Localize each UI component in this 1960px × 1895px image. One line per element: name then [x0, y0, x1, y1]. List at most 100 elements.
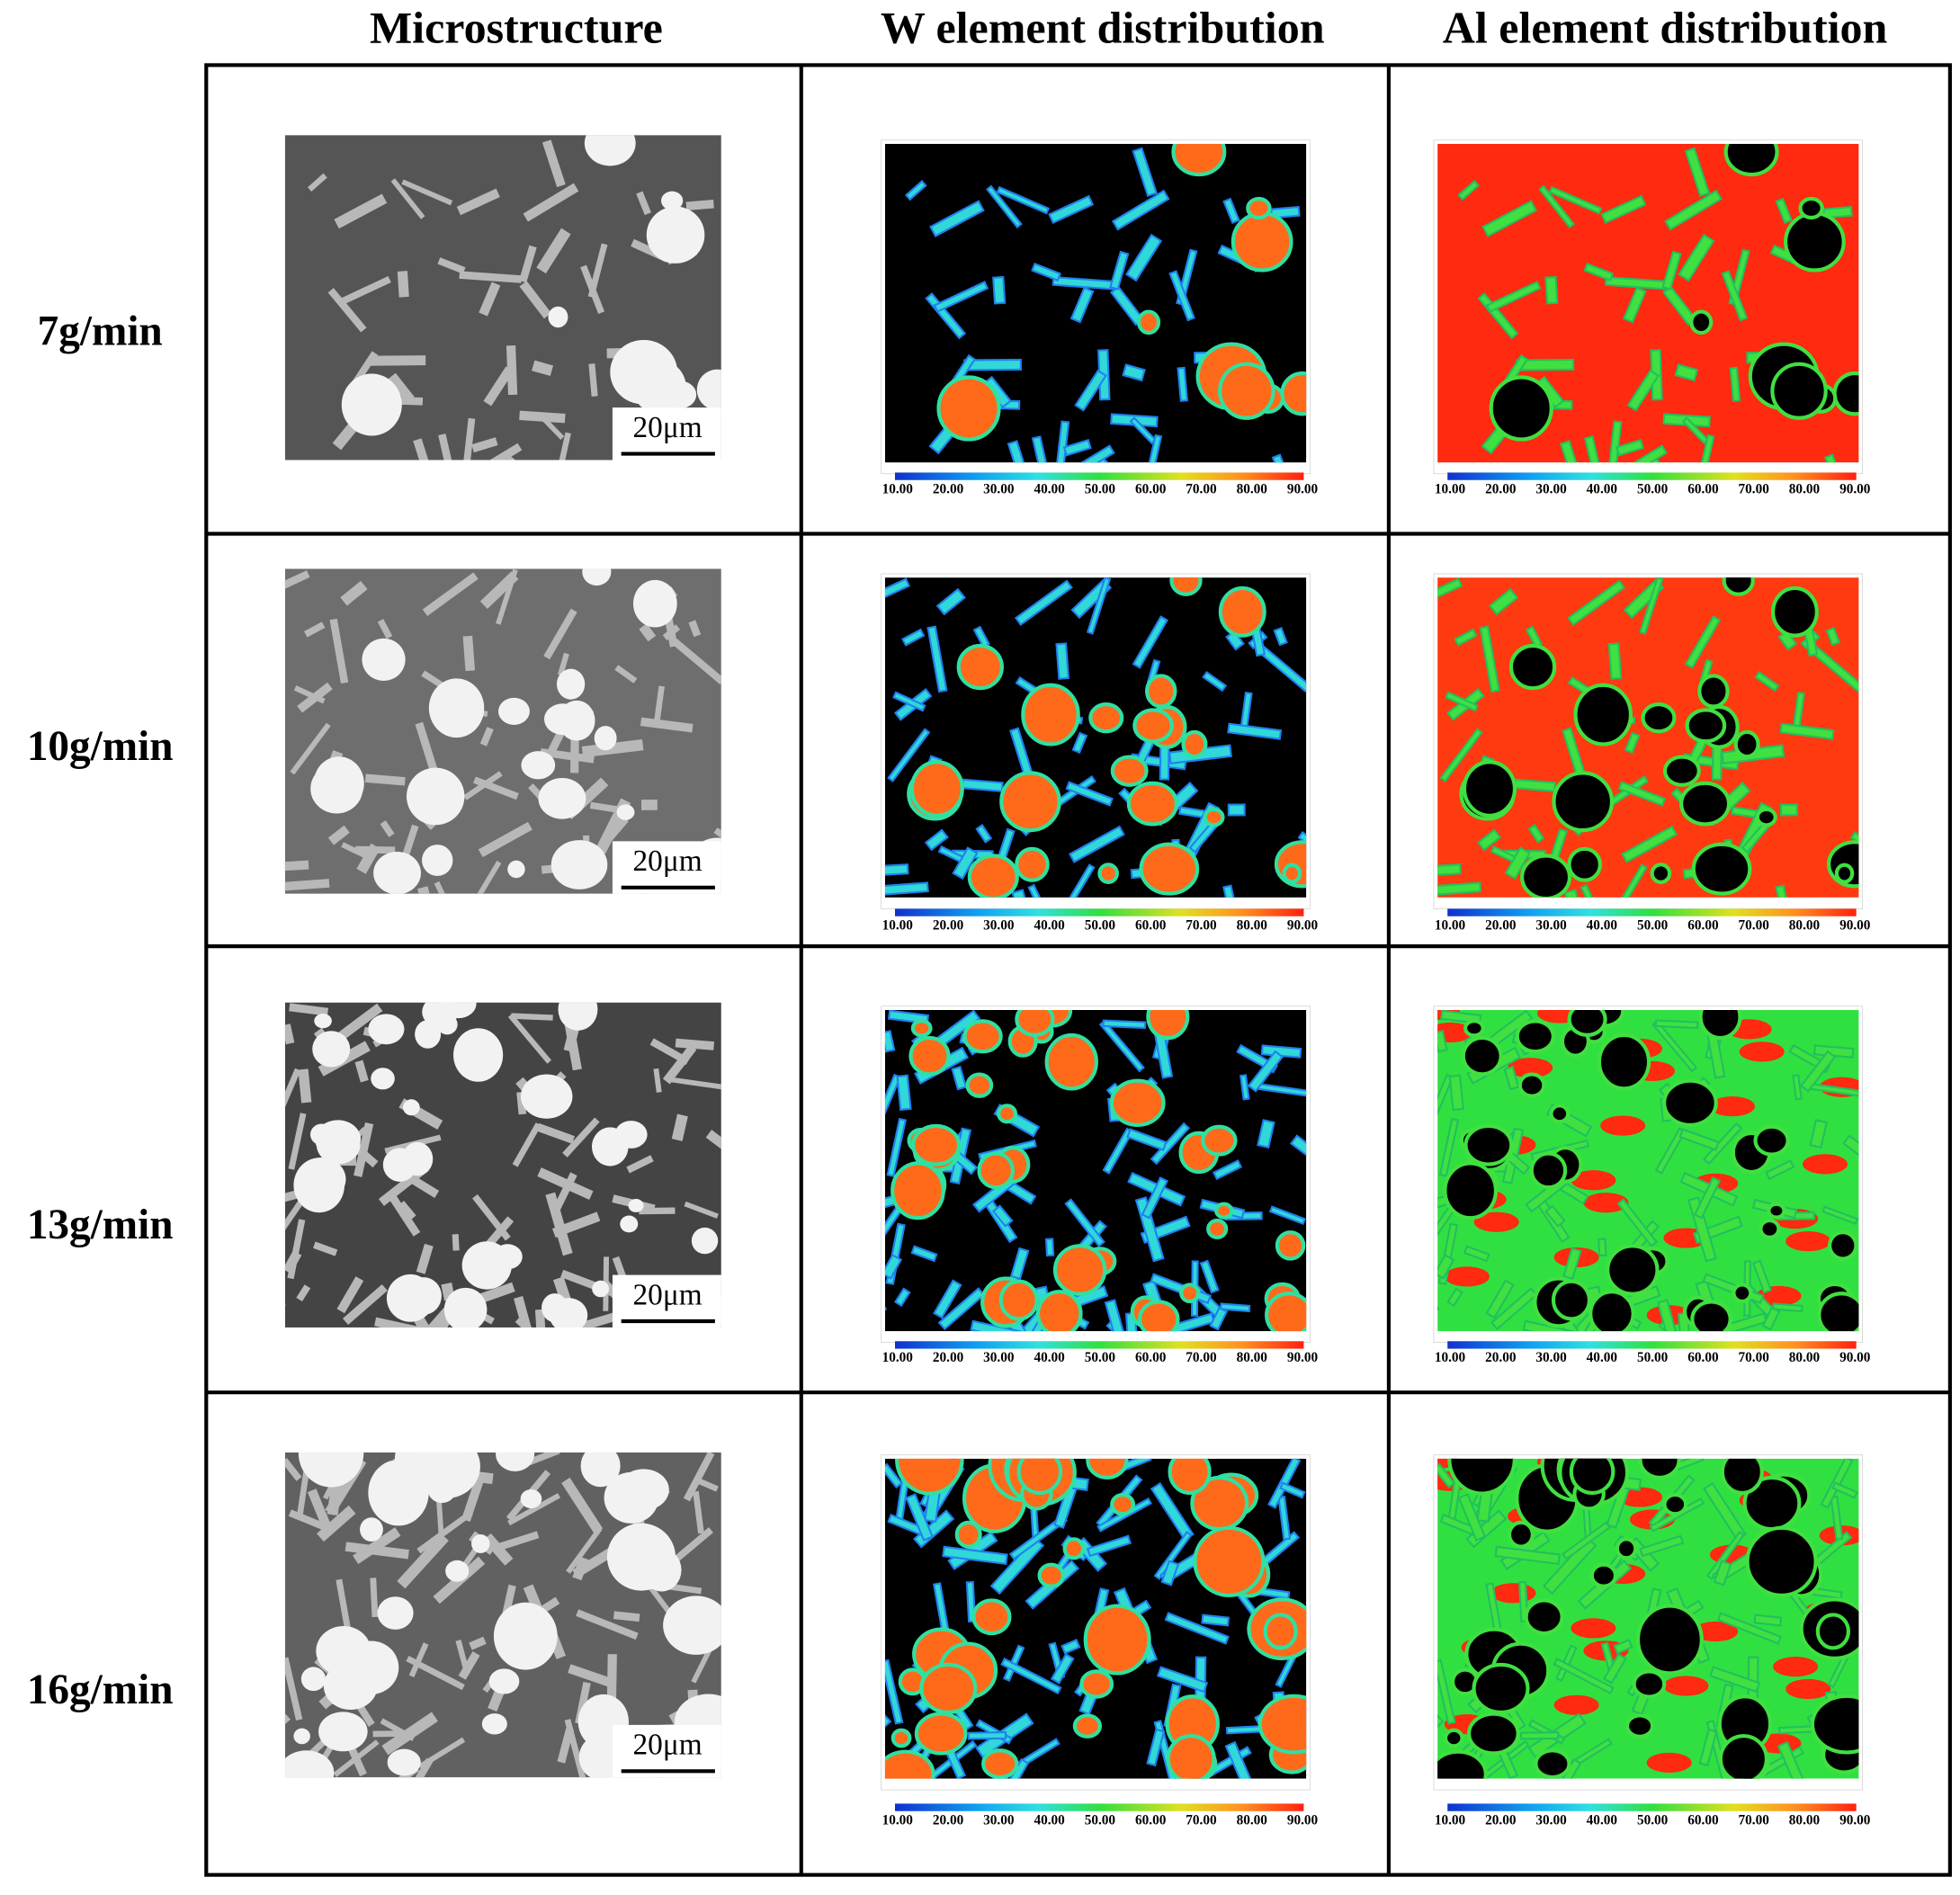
particle	[520, 1488, 542, 1509]
particle	[543, 703, 582, 736]
needle-phase	[580, 264, 605, 315]
particle	[1589, 1290, 1635, 1332]
needle-phase	[511, 1013, 553, 1021]
needle-phase	[336, 1276, 364, 1314]
particle	[998, 1279, 1039, 1321]
needle-phase	[1225, 630, 1245, 651]
particle	[911, 1123, 962, 1166]
needle-phase	[1617, 444, 1668, 463]
needle-phase	[884, 1254, 903, 1280]
colorbar-tick-label: 50.00	[1637, 481, 1669, 496]
needle-phase	[498, 451, 534, 460]
particle	[909, 760, 964, 818]
needle-phase	[452, 1234, 460, 1251]
needle-phase	[329, 618, 349, 684]
needle-phase	[1615, 439, 1644, 457]
needle-phase	[929, 200, 985, 237]
particle	[1755, 807, 1777, 827]
needle-phase	[1751, 1259, 1772, 1294]
needle-phase	[694, 1477, 719, 1492]
needle-phase	[334, 193, 388, 229]
particle	[1589, 1562, 1618, 1588]
particle	[891, 1161, 945, 1220]
needle-phase	[356, 843, 380, 874]
colorbar-tick-label: 50.00	[1085, 917, 1116, 933]
colorbar-tick-label: 50.00	[1637, 1350, 1669, 1365]
needle-phase	[1479, 625, 1500, 693]
particle	[415, 1020, 442, 1049]
needle-phase	[541, 139, 566, 188]
needle-phase	[1457, 180, 1480, 201]
needle-phase	[408, 1642, 429, 1678]
needle-phase	[886, 1117, 907, 1177]
needle-phase	[345, 1542, 409, 1560]
particle	[1815, 1613, 1850, 1650]
needle-phase	[1567, 579, 1626, 626]
particle	[919, 1662, 978, 1715]
particle	[1690, 1300, 1732, 1332]
particle	[1282, 863, 1302, 884]
particle	[377, 1596, 414, 1630]
needle-phase	[1616, 1198, 1659, 1247]
needle-phase	[1437, 1254, 1455, 1280]
needle-phase	[479, 282, 501, 317]
needle-phase	[1068, 863, 1096, 898]
phase-region	[1646, 1752, 1692, 1773]
colorbar-tick-label: 30.00	[1535, 481, 1567, 496]
particle	[1275, 1230, 1306, 1261]
particle	[428, 678, 485, 738]
colorbar-tick-label: 90.00	[1287, 481, 1319, 496]
row-label: 16g/min	[27, 1667, 174, 1713]
needle-phase	[693, 1490, 704, 1534]
particle	[1097, 863, 1119, 884]
needle-phase	[1227, 803, 1246, 817]
needle-phase	[1273, 626, 1288, 647]
particle	[1632, 1669, 1667, 1699]
colorbar-tick-label: 10.00	[1435, 917, 1466, 933]
particle	[1035, 1290, 1083, 1332]
row-label: 13g/min	[27, 1202, 174, 1248]
scale-bar-label: 20μm	[632, 411, 702, 444]
needle-phase	[1849, 830, 1859, 872]
needle-phase	[1696, 434, 1715, 463]
needle-phase	[1064, 1198, 1105, 1247]
needle-phase	[416, 1243, 434, 1274]
particle	[368, 1014, 405, 1045]
particle	[371, 1068, 395, 1090]
particle	[1443, 1161, 1499, 1220]
needle-phase	[1437, 1462, 1456, 1489]
particle	[493, 1602, 558, 1670]
needle-phase	[1222, 884, 1241, 898]
particle	[1203, 807, 1225, 827]
needle-phase	[1164, 1612, 1230, 1645]
phase-region	[1553, 1694, 1599, 1715]
scale-bar-label: 20μm	[632, 1729, 702, 1762]
particle	[318, 1712, 368, 1752]
needle-phase	[389, 1194, 421, 1237]
particle	[1015, 1009, 1055, 1037]
needle-phase	[1825, 626, 1841, 647]
particle	[1461, 1035, 1503, 1077]
particle	[1832, 371, 1859, 416]
needle-phase	[1227, 722, 1283, 740]
particle	[1083, 1604, 1151, 1676]
needle-phase	[536, 1122, 575, 1144]
particle	[284, 1750, 335, 1778]
particle	[1549, 1104, 1571, 1124]
needle-phase	[1777, 1740, 1809, 1779]
micrograph	[884, 1458, 1307, 1779]
micrograph	[1437, 577, 1859, 898]
needle-phase	[1160, 1560, 1180, 1587]
needle-phase	[884, 1462, 903, 1489]
particle	[1733, 729, 1760, 759]
needle-phase	[884, 1030, 896, 1053]
colorbar	[1447, 472, 1857, 480]
needle-phase	[1617, 781, 1667, 807]
colorbar-tick-label: 10.00	[1435, 481, 1466, 496]
particle	[1443, 1728, 1464, 1748]
needle-phase	[1562, 1247, 1582, 1281]
micrograph-content	[884, 1458, 1307, 1779]
needle-phase	[1062, 439, 1092, 457]
needle-phase	[1709, 1666, 1761, 1694]
